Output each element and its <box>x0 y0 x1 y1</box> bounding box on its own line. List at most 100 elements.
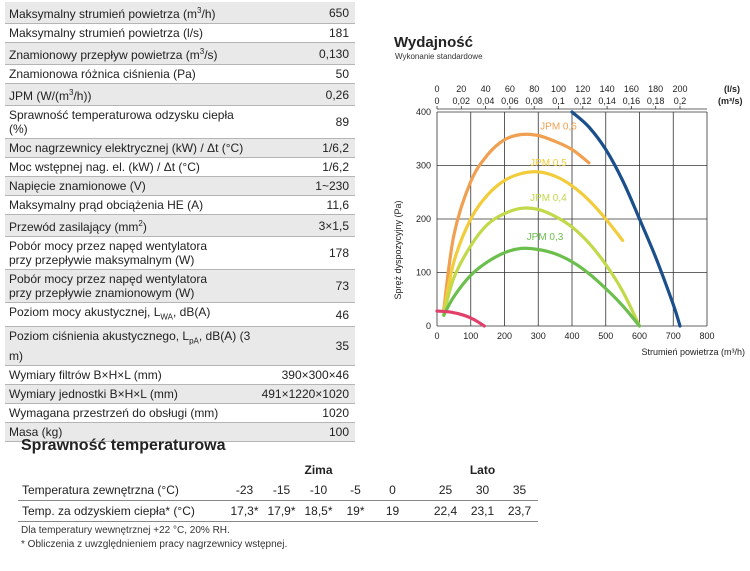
chart-xlabel: Strumień powietrza (m³/h) <box>641 347 745 357</box>
top-ls-tick-label: 100 <box>551 84 566 94</box>
efficiency-value: 19 <box>374 500 411 522</box>
top-ls-tick-label: 180 <box>648 84 663 94</box>
top-ls-tick-label: 20 <box>456 84 466 94</box>
chart-top-m3s-unit: (m³/s) <box>718 96 743 106</box>
chart-ylabel: Spręż dyspozycyjny (Pa) <box>393 200 403 299</box>
series-jpm-0-3 <box>442 246 642 328</box>
spec-label: Maksymalny strumień powietrza (m3/h) <box>5 2 258 24</box>
top-m3s-tick-label: 0 <box>434 96 439 106</box>
series-jpm-0-5 <box>442 170 625 315</box>
spec-value: 89 <box>257 105 355 139</box>
y-tick-label: 400 <box>416 107 431 117</box>
top-m3s-tick-label: 0,1 <box>552 96 565 106</box>
temperature-value: 25 <box>427 480 464 501</box>
spec-label: Poziom ciśnienia akustycznego, LpA, dB(A… <box>5 326 258 366</box>
series-curve <box>435 309 486 328</box>
series-label: JPM 0,3 <box>527 232 564 243</box>
spec-label: Masa (kg) <box>5 422 258 442</box>
spec-row: Napięcie znamionowe (V) 1~230 <box>5 176 355 196</box>
y-tick-label: 100 <box>416 268 431 278</box>
spec-label: Pobór mocy przez napęd wentylatora przy p… <box>5 269 258 303</box>
chart-grid <box>436 111 708 327</box>
x-tick-label: 200 <box>497 331 512 341</box>
spec-label: Wymiary filtrów B×H×L (mm) <box>5 365 258 385</box>
x-tick-label: 0 <box>434 331 439 341</box>
temperature-value: -15 <box>263 480 300 501</box>
spec-label: Znamionowy przepływ powietrza (m3/s) <box>5 42 258 65</box>
x-tick-label: 400 <box>564 331 579 341</box>
x-tick-label: 700 <box>666 331 681 341</box>
season-row: Zima Lato <box>18 460 538 480</box>
x-tick-label: 100 <box>463 331 478 341</box>
footnotes: Dla temperatury wewnętrznej +22 °C, 20% … <box>21 524 287 552</box>
efficiency-row: Temp. za odzyskiem ciepła* (°C) 17,3* 17,… <box>18 500 538 522</box>
x-tick-label: 500 <box>598 331 613 341</box>
spec-value: 0,130 <box>257 42 355 65</box>
spec-row: Masa (kg) 100 <box>5 422 355 442</box>
y-tick-label: 200 <box>416 214 431 224</box>
spec-row: Poziom mocy akustycznej, LWA, dB(A) 46 <box>5 302 355 328</box>
efficiency-value: 18,5* <box>300 500 337 522</box>
spec-label: Wymiary jednostki B×H×L (mm) <box>5 384 258 404</box>
top-ls-tick-label: 120 <box>575 84 590 94</box>
spec-value: 3×1,5 <box>257 214 355 237</box>
spec-label: Maksymalny strumień powietrza (l/s) <box>5 23 258 43</box>
top-ls-tick-label: 200 <box>672 84 687 94</box>
spec-row: JPM (W/(m3/h)) 0,26 <box>5 83 355 106</box>
top-ls-tick-label: 160 <box>624 84 639 94</box>
series-label: JPM 0,6 <box>540 122 577 133</box>
spec-value: 1020 <box>257 403 355 423</box>
specs-table: Maksymalny strumień powietrza (m3/h) 650 M… <box>5 2 355 442</box>
efficiency-table: Zima Lato Temperatura zewnętrzna (°C) -2… <box>18 460 538 522</box>
spec-value: 1/6,2 <box>257 157 355 177</box>
chart-top-ls-unit: (l/s) <box>724 84 740 94</box>
top-m3s-tick-label: 0,16 <box>623 96 641 106</box>
series-jpm-0-4 <box>442 206 642 328</box>
season-winter: Zima <box>304 463 333 477</box>
spec-value: 0,26 <box>257 83 355 106</box>
spec-row: Znamionowa różnica ciśnienia (Pa) 50 <box>5 64 355 84</box>
top-ls-tick-label: 140 <box>600 84 615 94</box>
efficiency-label: Temp. za odzyskiem ciepła* (°C) <box>18 500 226 522</box>
spec-label: Maksymalny prąd obciążenia HE (A) <box>5 195 258 215</box>
temperature-value: -10 <box>300 480 337 501</box>
spec-value: 73 <box>257 269 355 303</box>
spec-value: 100 <box>257 422 355 442</box>
spec-row: Wymagana przestrzeń do obsługi (mm) 1020 <box>5 403 355 423</box>
efficiency-value: 19* <box>337 500 374 522</box>
temperature-label: Temperatura zewnętrzna (°C) <box>18 480 226 501</box>
efficiency-value: 17,3* <box>226 500 263 522</box>
footnote-2: * Obliczenia z uwzględnieniem pracy nagr… <box>21 539 288 550</box>
efficiency-value: 23,1 <box>464 500 501 522</box>
efficiency-value: 17,9* <box>263 500 300 522</box>
temperature-row: Temperatura zewnętrzna (°C) -23 -15 -10 -5 0… <box>18 480 538 501</box>
top-m3s-tick-label: 0,18 <box>647 96 665 106</box>
efficiency-value: 23,7 <box>501 500 538 522</box>
y-tick-label: 0 <box>426 321 431 331</box>
spec-value: 178 <box>257 236 355 270</box>
x-tick-label: 800 <box>699 331 714 341</box>
spec-row: Pobór mocy przez napęd wentylatora przy p… <box>5 236 355 270</box>
spec-value: 1~230 <box>257 176 355 196</box>
spec-label: Sprawność temperaturowa odzysku ciepła (… <box>5 105 258 139</box>
temperature-value: -5 <box>337 480 374 501</box>
spec-value: 50 <box>257 64 355 84</box>
series-curve <box>570 110 682 328</box>
top-m3s-tick-label: 0,02 <box>453 96 471 106</box>
top-m3s-tick-label: 0,14 <box>598 96 616 106</box>
spec-label: Wymagana przestrzeń do obsługi (mm) <box>5 403 258 423</box>
top-m3s-tick-label: 0,08 <box>525 96 543 106</box>
spec-row: Sprawność temperaturowa odzysku ciepła (… <box>5 105 355 139</box>
spec-row: Wymiary jednostki B×H×L (mm) 491×1220×102… <box>5 384 355 404</box>
top-m3s-tick-label: 0,06 <box>501 96 519 106</box>
efficiency-value: 22,4 <box>427 500 464 522</box>
spec-row: Moc nagrzewnicy elektrycznej (kW) / Δt (… <box>5 138 355 158</box>
top-ls-tick-label: 80 <box>529 84 539 94</box>
top-ls-tick-label: 40 <box>481 84 491 94</box>
spec-row: Poziom ciśnienia akustycznego, LpA, dB(A… <box>5 326 355 366</box>
spec-value: 1/6,2 <box>257 138 355 158</box>
spec-row: Znamionowy przepływ powietrza (m3/s) 0,13… <box>5 42 355 65</box>
spec-label: Przewód zasilający (mm2) <box>5 214 258 237</box>
spec-value: 11,6 <box>257 195 355 215</box>
spec-label: JPM (W/(m3/h)) <box>5 83 258 106</box>
